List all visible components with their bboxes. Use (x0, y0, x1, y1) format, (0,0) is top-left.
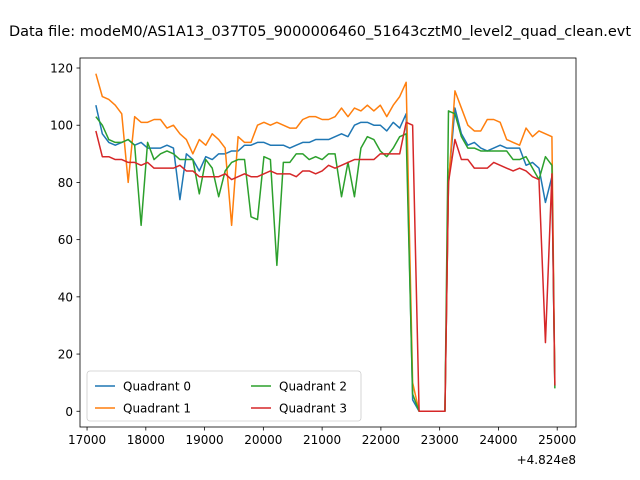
x-tick-label: 17000 (68, 433, 106, 447)
legend-label: Quadrant 3 (279, 402, 347, 416)
legend-label: Quadrant 1 (123, 402, 191, 416)
y-tick-label: 40 (58, 290, 73, 304)
x-tick-label: 20000 (244, 433, 282, 447)
series-line-quadrant-0 (95, 105, 556, 413)
x-tick-label: 23000 (421, 433, 459, 447)
x-tick-label: 21000 (303, 433, 341, 447)
x-tick-label: 22000 (362, 433, 400, 447)
y-tick-label: 120 (50, 62, 73, 76)
legend-box (86, 370, 362, 422)
x-tick-label: 24000 (479, 433, 517, 447)
x-tick-label: 19000 (185, 433, 223, 447)
y-tick-label: 0 (65, 405, 73, 419)
series-line-quadrant-1 (95, 73, 556, 413)
x-tick-label: 18000 (127, 433, 165, 447)
series-line-quadrant-3 (95, 121, 556, 413)
plot-area: 17000 18000 19000 20000 21000 22000 23000 24000… (50, 57, 577, 467)
x-offset-label: +4.824e8 (517, 453, 576, 467)
chart-title: Data file: modeM0/AS1A13_037T05_90000064… (9, 24, 631, 40)
series-line-quadrant-2 (95, 110, 556, 413)
y-tick-label: 60 (58, 233, 73, 247)
axes-frame (79, 57, 577, 428)
x-tick-label: 25000 (538, 433, 576, 447)
legend-label: Quadrant 0 (123, 380, 191, 394)
y-tick-label: 100 (50, 119, 73, 133)
y-tick-label: 80 (58, 176, 73, 190)
legend-label: Quadrant 2 (279, 380, 347, 394)
y-tick-label: 20 (58, 348, 73, 362)
